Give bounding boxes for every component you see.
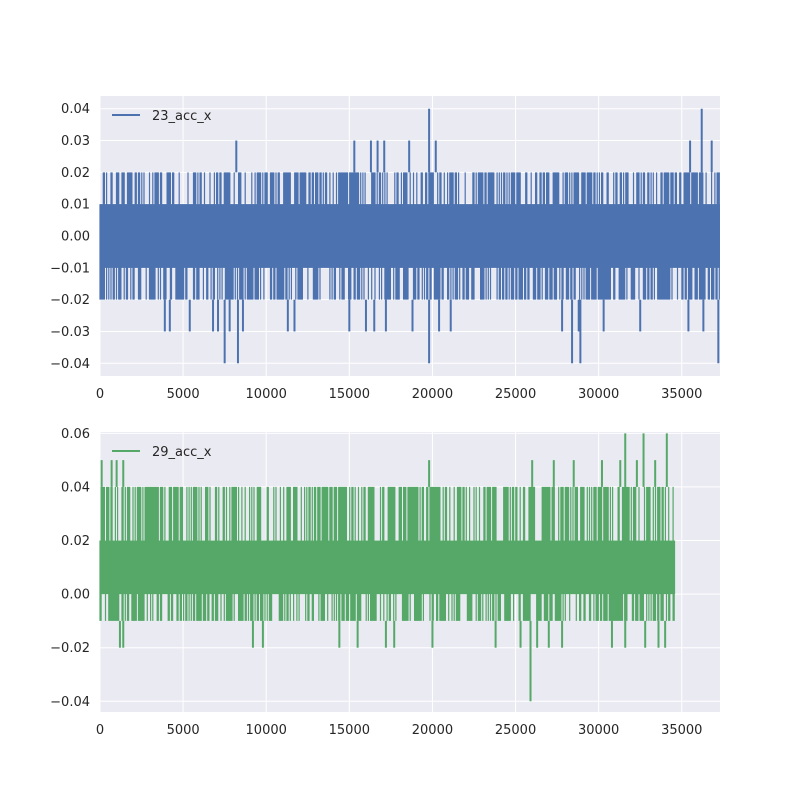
top-x-tick-15000: 15000 bbox=[329, 387, 370, 402]
bottom-y-tick-0-02: 0.02 bbox=[61, 534, 90, 549]
bottom-x-tick-20000: 20000 bbox=[412, 723, 453, 738]
bottom-x-tick-15000: 15000 bbox=[329, 723, 370, 738]
bottom-x-tick-10000: 10000 bbox=[246, 723, 287, 738]
top-y-tick-0-03: 0.03 bbox=[61, 134, 90, 149]
bottom-series-noise-trace bbox=[99, 486, 675, 621]
top-y-tick-labels: 0.04 0.03 0.02 0.01 0.00 −0.01 −0.02 −0.03 −0.04 bbox=[50, 102, 90, 372]
top-x-tick-10000: 10000 bbox=[246, 387, 287, 402]
bottom-y-tick-0-02: −0.02 bbox=[50, 641, 90, 656]
top-x-tick-35000: 35000 bbox=[661, 387, 702, 402]
top-y-tick-0-01: 0.01 bbox=[61, 198, 90, 213]
top-y-tick-0-03: −0.03 bbox=[50, 325, 90, 340]
top-y-tick-0-04: −0.04 bbox=[50, 357, 90, 372]
top-series-23-acc-x bbox=[99, 108, 720, 364]
bottom-y-tick-0-00: 0.00 bbox=[61, 588, 90, 603]
top-y-tick-0-01: −0.01 bbox=[50, 261, 90, 276]
bottom-y-tick-0-04: 0.04 bbox=[61, 480, 90, 495]
top-x-tick-5000: 5000 bbox=[167, 387, 200, 402]
top-series-noise-trace bbox=[99, 172, 720, 300]
bottom-legend-label: 29_acc_x bbox=[152, 445, 212, 460]
top-y-tick-0-02: 0.02 bbox=[61, 166, 90, 181]
bottom-y-tick-0-06: 0.06 bbox=[61, 427, 90, 442]
top-x-tick-30000: 30000 bbox=[578, 387, 619, 402]
top-legend: 23_acc_x bbox=[112, 109, 212, 124]
top-x-tick-20000: 20000 bbox=[412, 387, 453, 402]
top-y-tick-0-00: 0.00 bbox=[61, 230, 90, 245]
top-legend-label: 23_acc_x bbox=[152, 109, 212, 124]
top-y-tick-0-02: −0.02 bbox=[50, 293, 90, 308]
top-x-tick-labels: 0 5000 10000 15000 20000 25000 30000 35000 bbox=[96, 387, 703, 402]
bottom-x-tick-labels: 0 5000 10000 15000 20000 25000 30000 35000 bbox=[96, 723, 703, 738]
bottom-x-tick-5000: 5000 bbox=[167, 723, 200, 738]
bottom-x-tick-0: 0 bbox=[96, 723, 104, 738]
bottom-x-tick-25000: 25000 bbox=[495, 723, 536, 738]
bottom-subplot: 0 5000 10000 15000 20000 25000 30000 35000 0.06… bbox=[50, 427, 720, 738]
top-y-tick-0-04: 0.04 bbox=[61, 102, 90, 117]
bottom-legend: 29_acc_x bbox=[112, 445, 212, 460]
top-x-tick-25000: 25000 bbox=[495, 387, 536, 402]
bottom-x-tick-30000: 30000 bbox=[578, 723, 619, 738]
bottom-x-tick-35000: 35000 bbox=[661, 723, 702, 738]
bottom-y-tick-0-04: −0.04 bbox=[50, 695, 90, 710]
bottom-y-tick-labels: 0.06 0.04 0.02 0.00 −0.02 −0.04 bbox=[50, 427, 90, 710]
bottom-series-29-acc-x bbox=[99, 433, 676, 702]
top-subplot: 0 5000 10000 15000 20000 25000 30000 35000 0.04… bbox=[50, 96, 720, 402]
top-x-tick-0: 0 bbox=[96, 387, 104, 402]
